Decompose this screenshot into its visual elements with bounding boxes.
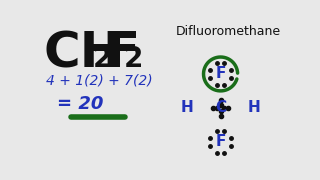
- Text: C: C: [215, 100, 226, 115]
- Text: 2: 2: [124, 45, 143, 73]
- Text: 4 + 1(2) + 7(2): 4 + 1(2) + 7(2): [46, 74, 153, 88]
- Text: = 20: = 20: [57, 95, 103, 113]
- Text: H: H: [181, 100, 194, 115]
- Text: F: F: [106, 29, 140, 77]
- Text: F: F: [215, 66, 226, 82]
- Text: H: H: [248, 100, 260, 115]
- Text: F: F: [215, 134, 226, 149]
- Text: Difluoromethane: Difluoromethane: [176, 25, 281, 39]
- Text: CH: CH: [44, 29, 123, 77]
- Text: 2: 2: [93, 45, 112, 73]
